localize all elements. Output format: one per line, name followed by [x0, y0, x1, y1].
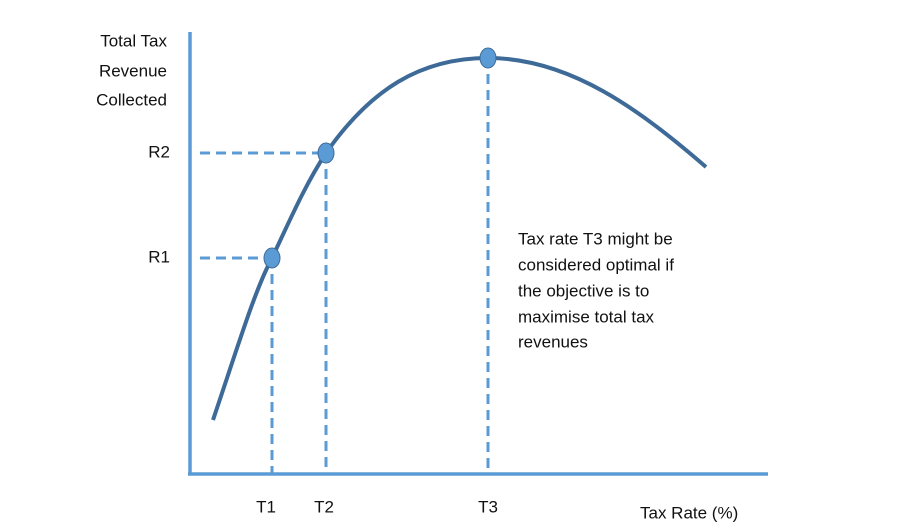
annotation-line: maximise total tax: [518, 307, 655, 326]
y-marker: R1: [148, 247, 170, 266]
laffer-curve: [211, 55, 708, 421]
annotation-line: the objective is to: [518, 281, 649, 300]
point-t2: [317, 142, 335, 164]
x-marker: T3: [478, 497, 498, 516]
y-axis-label: Revenue: [99, 61, 167, 80]
annotation-line: considered optimal if: [518, 255, 674, 274]
y-axis-label: Collected: [96, 90, 167, 109]
y-axis-label: Total Tax: [100, 31, 167, 50]
annotation-line: revenues: [518, 332, 588, 351]
x-marker: T2: [314, 497, 334, 516]
point-t1: [263, 247, 281, 269]
point-t3: [479, 47, 497, 69]
x-axis-label: Tax Rate (%): [640, 503, 738, 522]
y-marker: R2: [148, 142, 170, 161]
x-marker: T1: [256, 497, 276, 516]
annotation-line: Tax rate T3 might be: [518, 229, 673, 248]
